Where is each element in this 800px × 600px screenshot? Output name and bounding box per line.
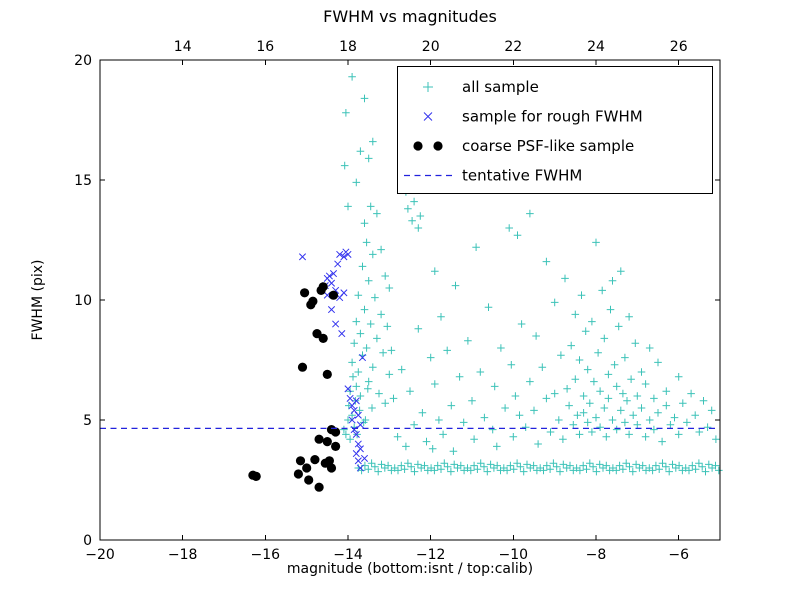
y-tick-label: 5 <box>83 413 92 429</box>
legend-box <box>397 66 713 194</box>
legend-dot-icon <box>413 141 423 151</box>
all-sample-points <box>340 73 723 476</box>
y-axis-label: FWHM (pix) <box>30 260 46 341</box>
tick-labels: −20 −18 −16 −14 −12 −10 −8 −6 14 16 18 20 22 24 26 0 5 10… <box>74 39 689 563</box>
x-tick-label-bottom: −20 <box>85 547 115 563</box>
legend-x-icon <box>423 112 433 121</box>
rough-fwhm-points <box>298 248 369 472</box>
legend-label: tentative FWHM <box>462 167 582 185</box>
legend-plus-icon <box>423 82 433 92</box>
y-tick-label: 10 <box>74 293 92 309</box>
x-tick-label-top: 22 <box>504 39 522 55</box>
x-tick-label-bottom: −12 <box>416 547 446 563</box>
y-tick-label: 0 <box>83 533 92 549</box>
x-axis-label: magnitude (bottom:isnt / top:calib) <box>287 561 533 577</box>
legend-label: coarse PSF-like sample <box>462 137 634 155</box>
x-tick-label-bottom: −10 <box>499 547 529 563</box>
plot-area <box>100 73 723 492</box>
axes-frame <box>99 59 721 541</box>
legend-dot-icon <box>433 141 443 151</box>
x-tick-label-top: 16 <box>256 39 274 55</box>
y-tick-label: 15 <box>74 173 92 189</box>
legend: all sample sample for rough FWHM coarse PS… <box>397 66 713 194</box>
x-tick-label-top: 20 <box>422 39 440 55</box>
coarse-psf-points <box>248 282 341 492</box>
x-tick-label-top: 14 <box>174 39 192 55</box>
y-tick-label: 20 <box>74 53 92 69</box>
x-tick-label-bottom: −18 <box>168 547 198 563</box>
chart-title: FWHM vs magnitudes <box>323 7 497 26</box>
x-tick-label-top: 24 <box>587 39 605 55</box>
x-tick-label-top: 18 <box>339 39 357 55</box>
x-tick-label-bottom: −16 <box>251 547 281 563</box>
legend-label: all sample <box>462 78 539 96</box>
x-tick-label-bottom: −8 <box>586 547 607 563</box>
x-tick-label-top: 26 <box>670 39 688 55</box>
legend-label: sample for rough FWHM <box>462 108 643 126</box>
x-tick-label-bottom: −6 <box>668 547 689 563</box>
x-tick-label-bottom: −14 <box>333 547 363 563</box>
